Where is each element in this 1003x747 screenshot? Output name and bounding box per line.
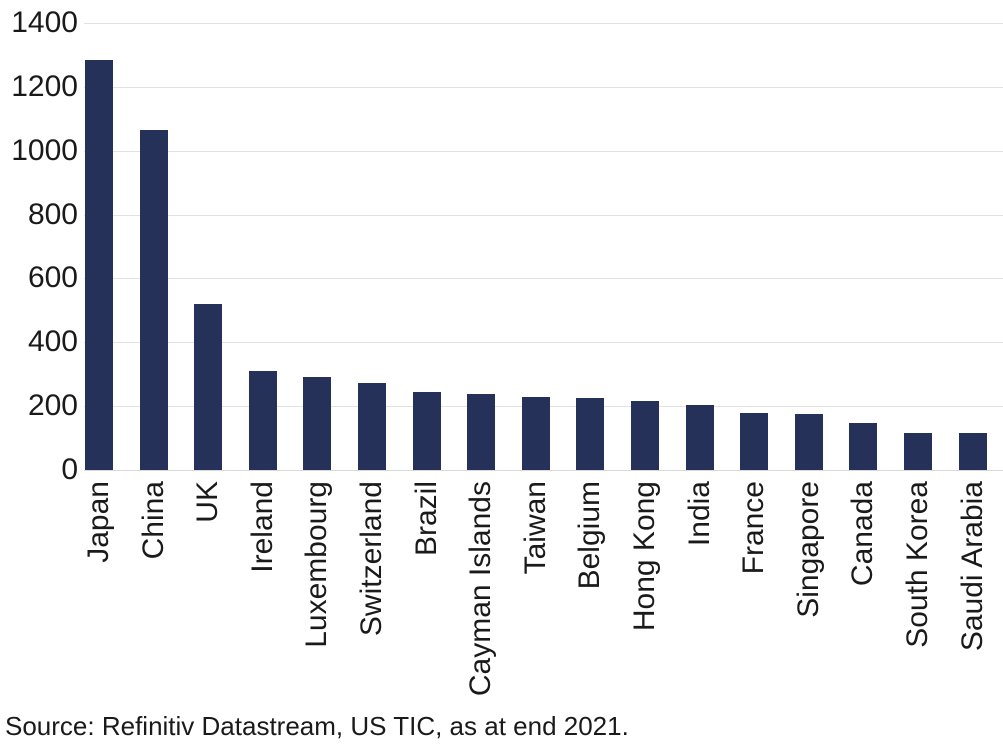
gridline-y-800 <box>84 214 1003 216</box>
bar-france <box>740 413 769 470</box>
bar-switzerland <box>358 383 386 470</box>
x-axis-label-brazil: Brazil <box>409 481 443 557</box>
bar-cayman-islands <box>467 394 496 470</box>
x-axis-label-luxembourg: Luxembourg <box>300 481 334 648</box>
x-axis-label-singapore: Singapore <box>791 481 825 618</box>
x-axis-label-south-korea: South Korea <box>901 481 934 648</box>
bar-singapore <box>794 414 823 470</box>
x-axis-label-france: France <box>737 481 771 575</box>
gridline-y-1000 <box>84 150 1003 152</box>
bar-taiwan <box>521 396 550 470</box>
bar-belgium <box>576 397 605 470</box>
gridline-y-400 <box>84 342 1003 344</box>
source-note: Source: Refinitiv Datastream, US TIC, as… <box>5 711 629 741</box>
bar-uk <box>194 303 223 470</box>
x-axis-label-belgium: Belgium <box>573 481 607 590</box>
x-axis-label-taiwan: Taiwan <box>518 481 552 575</box>
x-axis-label-china: China <box>136 481 170 560</box>
x-axis-label-switzerland: Switzerland <box>355 481 388 637</box>
bar-saudi-arabia <box>958 432 987 470</box>
y-axis-tick-1400: 1400 <box>11 6 78 39</box>
bar-canada <box>849 423 878 470</box>
gridline-y-1200 <box>84 86 1003 88</box>
y-axis-tick-0: 0 <box>61 453 78 486</box>
bar-japan <box>85 59 113 470</box>
y-axis-tick-600: 600 <box>27 261 78 295</box>
x-axis-label-cayman-islands: Cayman Islands <box>464 481 498 697</box>
x-axis-label-ireland: Ireland <box>245 481 279 573</box>
gridline-y-600 <box>84 278 1003 280</box>
y-axis-tick-400: 400 <box>27 325 78 359</box>
y-axis-tick-800: 800 <box>27 197 78 231</box>
y-axis-tick-1200: 1200 <box>11 69 78 103</box>
x-axis-label-canada: Canada <box>846 481 880 587</box>
bar-south-korea <box>904 432 932 470</box>
x-axis-label-saudi-arabia: Saudi Arabia <box>955 481 989 652</box>
bar-ireland <box>248 370 277 470</box>
x-axis-label-uk: UK <box>191 481 225 523</box>
gridline-y-1400 <box>84 23 1003 24</box>
gridline-y-0 <box>84 470 1003 471</box>
bar-brazil <box>412 392 441 470</box>
bar-china <box>139 129 168 470</box>
bar-luxembourg <box>303 377 332 470</box>
y-axis-tick-1000: 1000 <box>11 133 78 167</box>
x-axis-label-india: India <box>682 481 716 547</box>
y-axis-tick-200: 200 <box>27 389 78 423</box>
x-axis-label-japan: Japan <box>82 481 115 563</box>
bar-hong-kong <box>631 400 659 470</box>
x-axis-label-hong-kong: Hong Kong <box>628 481 661 632</box>
bar-india <box>685 404 714 470</box>
